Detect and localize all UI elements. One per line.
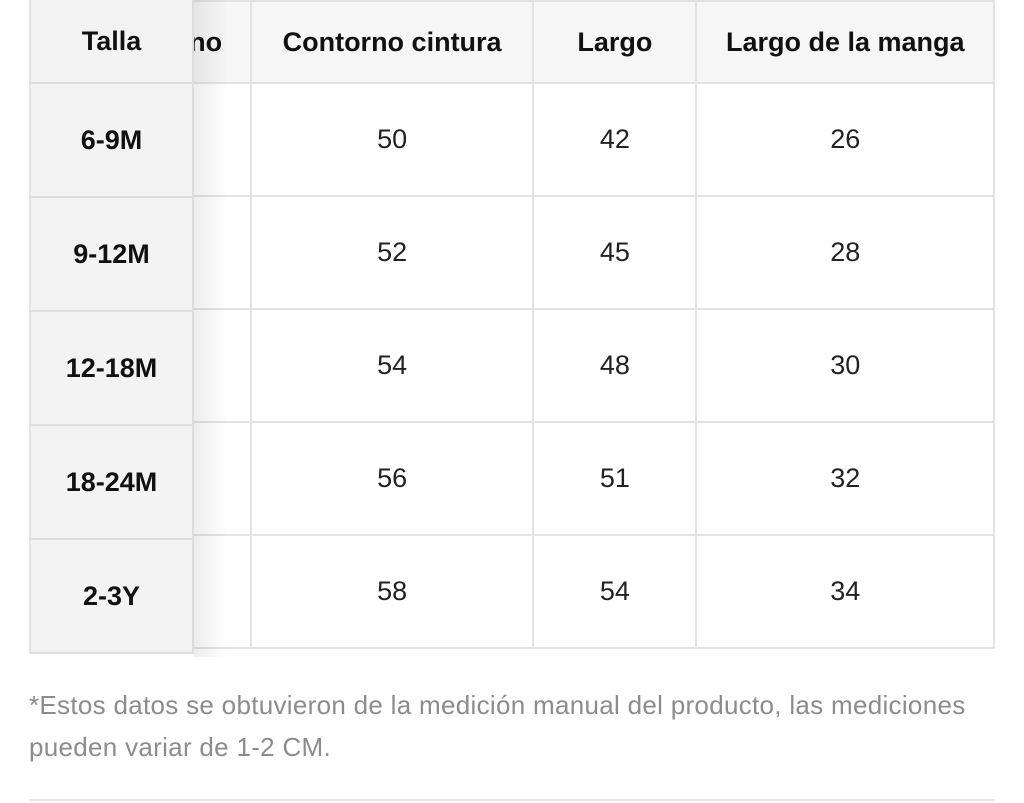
waist-cell: 52 — [249, 195, 535, 310]
waist-cell: 56 — [249, 421, 535, 536]
bottom-divider — [29, 799, 995, 801]
length-cell: 42 — [532, 82, 698, 197]
hidden-cell — [187, 195, 252, 310]
hidden-cell — [187, 421, 252, 536]
size-cell: 2-3Y — [29, 540, 194, 654]
sleeve-cell: 34 — [695, 534, 995, 649]
size-cell: 6-9M — [29, 84, 194, 198]
size-chart-scroll-area[interactable]: no Contorno cintura Largo Largo de la ma… — [29, 0, 995, 657]
header-size: Talla — [29, 0, 194, 84]
hidden-cell — [187, 534, 252, 649]
size-chart-grid: no Contorno cintura Largo Largo de la ma… — [29, 0, 995, 649]
table-row: 58 54 34 — [29, 534, 995, 649]
sleeve-cell: 32 — [695, 421, 995, 536]
length-cell: 54 — [532, 534, 698, 649]
header-partially-hidden: no — [187, 0, 252, 84]
length-cell: 51 — [532, 421, 698, 536]
length-cell: 48 — [532, 308, 698, 423]
waist-cell: 50 — [249, 82, 535, 197]
waist-cell: 58 — [249, 534, 535, 649]
sleeve-cell: 26 — [695, 82, 995, 197]
header-partial-label: no — [189, 26, 223, 57]
sticky-size-column: Talla 6-9M 9-12M 12-18M 18-24M 2-3Y — [29, 0, 194, 657]
size-chart-table[interactable]: no Contorno cintura Largo Largo de la ma… — [29, 0, 995, 657]
header-length: Largo — [532, 0, 698, 84]
measurement-footnote: *Estos datos se obtuvieron de la medició… — [29, 690, 966, 762]
header-waist: Contorno cintura — [249, 0, 535, 84]
hidden-cell — [187, 308, 252, 423]
size-cell: 18-24M — [29, 426, 194, 540]
size-cell: 9-12M — [29, 198, 194, 312]
sleeve-cell: 28 — [695, 195, 995, 310]
sleeve-cell: 30 — [695, 308, 995, 423]
size-cell: 12-18M — [29, 312, 194, 426]
waist-cell: 54 — [249, 308, 535, 423]
hidden-cell — [187, 82, 252, 197]
length-cell: 45 — [532, 195, 698, 310]
header-sleeve: Largo de la manga — [695, 0, 995, 84]
